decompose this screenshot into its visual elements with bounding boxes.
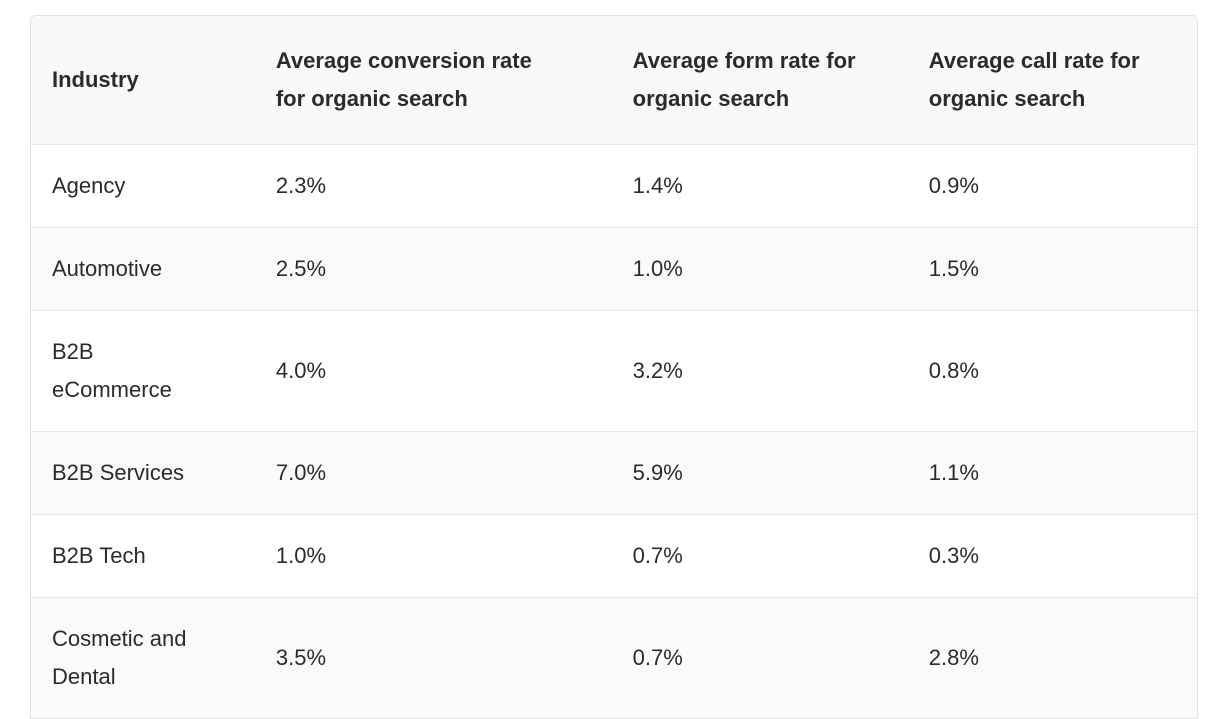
header-text: Industry — [52, 67, 139, 92]
table-cell: Cosmetic and Dental — [31, 597, 255, 718]
table-row: B2B eCommerce 4.0% 3.2% 0.8% — [31, 310, 1197, 431]
header-cell: Average call rate for organic search — [907, 16, 1197, 144]
header-cell: Average form rate for organic search — [611, 16, 908, 144]
cell-text: 0.9% — [928, 173, 979, 198]
table-cell: Agency — [31, 144, 255, 227]
table-cell: 1.0% — [611, 227, 908, 310]
table-cell: 0.7% — [611, 514, 908, 597]
data-table: Industry Average conversion rate for orga… — [30, 15, 1198, 719]
cell-text: 0.7% — [632, 645, 683, 670]
cell-text: 1.0% — [632, 256, 683, 281]
table-cell: 2.8% — [907, 597, 1197, 718]
table-cell: 0.3% — [907, 514, 1197, 597]
table-row: Cosmetic and Dental 3.5% 0.7% 2.8% — [31, 597, 1197, 718]
cell-text: Automotive — [52, 256, 163, 281]
cell-text: 0.7% — [632, 543, 683, 568]
table-container: Industry Average conversion rate for orga… — [30, 15, 1198, 719]
cell-text: 2.8% — [928, 645, 979, 670]
table-row: B2B Tech 1.0% 0.7% 0.3% — [31, 514, 1197, 597]
table-cell: 5.9% — [611, 431, 908, 514]
table-row: B2B Services 7.0% 5.9% 1.1% — [31, 431, 1197, 514]
table-cell: 4.0% — [254, 310, 612, 431]
cell-text: 0.3% — [928, 543, 979, 568]
header-cell: Industry — [31, 16, 255, 144]
cell-text: Agency — [52, 173, 126, 198]
cell-text: 3.2% — [632, 358, 683, 383]
table-cell: B2B Services — [31, 431, 255, 514]
header-text: Average call rate for organic search — [928, 48, 1140, 111]
cell-text: 1.0% — [275, 543, 327, 568]
cell-text: 1.5% — [928, 256, 979, 281]
table-row: Agency 2.3% 1.4% 0.9% — [31, 144, 1197, 227]
header-text: Average conversion rate for organic sear… — [275, 48, 532, 111]
table-cell: 3.2% — [611, 310, 908, 431]
table-cell: B2B eCommerce — [31, 310, 255, 431]
table-cell: 1.1% — [907, 431, 1197, 514]
table-body: Agency 2.3% 1.4% 0.9% Automotive 2.5% 1.0% 1.5%… — [31, 144, 1197, 718]
table-cell: 1.5% — [907, 227, 1197, 310]
cell-text: 4.0% — [275, 358, 327, 383]
cell-text: 3.5% — [275, 645, 327, 670]
cell-text: 1.1% — [928, 460, 979, 485]
table-cell: 0.7% — [611, 597, 908, 718]
header-row: Industry Average conversion rate for orga… — [31, 16, 1197, 144]
table-cell: 0.8% — [907, 310, 1197, 431]
table-cell: 2.3% — [254, 144, 612, 227]
table-row: Automotive 2.5% 1.0% 1.5% — [31, 227, 1197, 310]
table-cell: 2.5% — [254, 227, 612, 310]
table-cell: 1.4% — [611, 144, 908, 227]
table-cell: B2B Tech — [31, 514, 255, 597]
cell-text: B2B Tech — [52, 543, 146, 568]
page: Industry Average conversion rate for orga… — [30, 15, 1198, 719]
table-cell: 7.0% — [254, 431, 612, 514]
header-cell: Average conversion rate for organic sear… — [254, 16, 612, 144]
cell-text: 7.0% — [275, 460, 327, 485]
cell-text: 2.5% — [275, 256, 327, 281]
cell-text: B2B Services — [52, 460, 185, 485]
cell-text: 1.4% — [632, 173, 683, 198]
cell-text: 0.8% — [928, 358, 979, 383]
table-cell: 0.9% — [907, 144, 1197, 227]
cell-text: 5.9% — [632, 460, 683, 485]
table-cell: Automotive — [31, 227, 255, 310]
table-cell: 3.5% — [254, 597, 612, 718]
cell-text: Cosmetic and Dental — [52, 626, 187, 689]
cell-text: 2.3% — [275, 173, 327, 198]
table-cell: 1.0% — [254, 514, 612, 597]
header-text: Average form rate for organic search — [632, 48, 856, 111]
cell-text: B2B eCommerce — [52, 339, 172, 402]
